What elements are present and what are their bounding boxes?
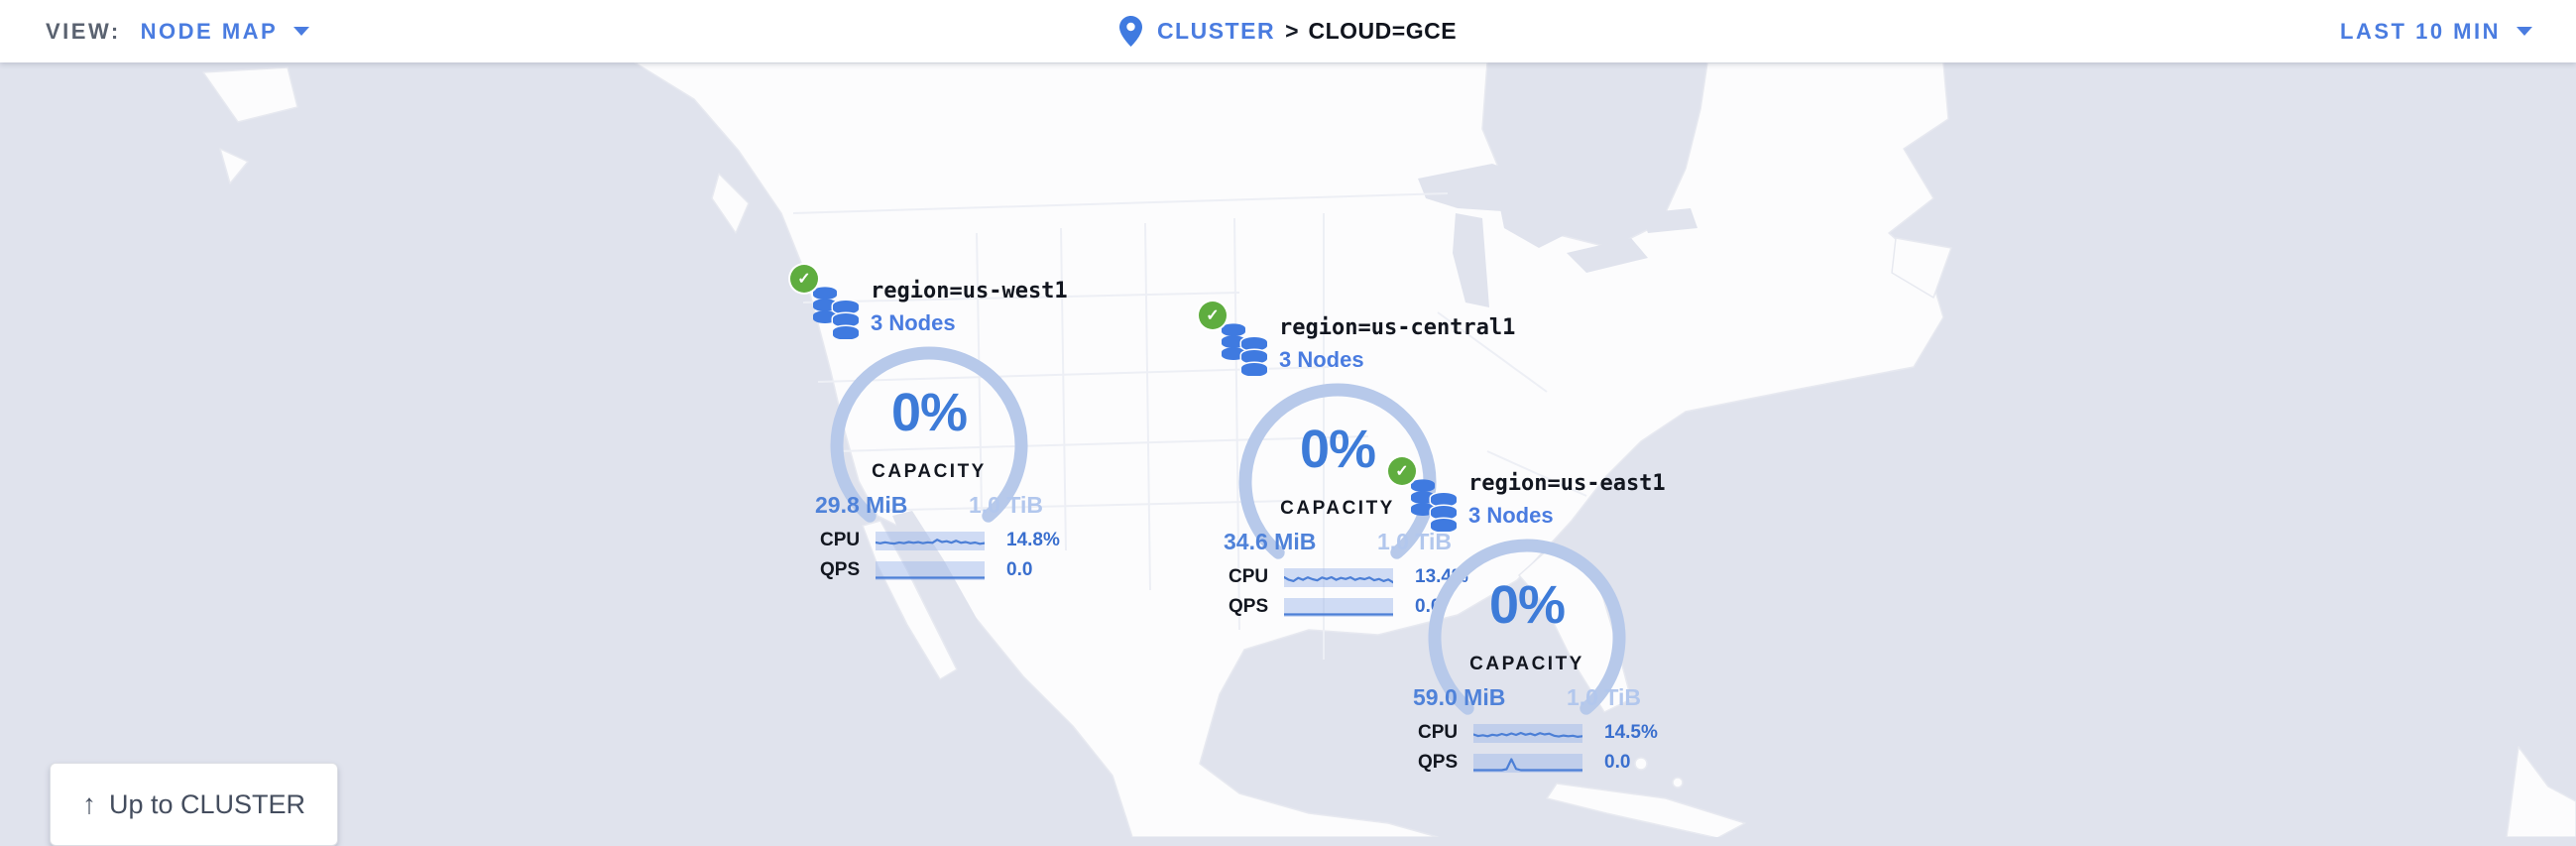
region-name: region=us-west1 xyxy=(871,279,1068,303)
capacity-percent: 0% xyxy=(1488,575,1566,635)
nodes-database-icon xyxy=(813,287,861,339)
region-labels: region=us-central1 3 Nodes xyxy=(1279,315,1515,373)
time-range-dropdown[interactable]: LAST 10 MIN xyxy=(2340,0,2532,62)
breadcrumb-cluster-link[interactable]: CLUSTER xyxy=(1156,18,1276,44)
location-pin-icon xyxy=(1118,16,1142,47)
cpu-label: CPU xyxy=(1229,566,1269,587)
capacity-gauge: 0% CAPACITY xyxy=(1428,539,1626,737)
capacity-arc xyxy=(830,346,1028,523)
capacity-total: 1.0 TiB xyxy=(1377,529,1452,554)
cpu-value: 14.8% xyxy=(1006,530,1060,550)
cpu-label: CPU xyxy=(820,530,861,550)
top-toolbar: VIEW: NODE MAP CLUSTER > CLOUD=GCE LAST … xyxy=(0,0,2576,62)
capacity-range: 59.0 MiB 1.0 TiB xyxy=(1413,684,1641,711)
capacity-label: CAPACITY xyxy=(872,461,987,482)
region-node-count[interactable]: 3 Nodes xyxy=(1279,347,1364,372)
qps-value: 0.0 xyxy=(1604,752,1631,773)
cpu-label: CPU xyxy=(1418,722,1459,743)
region-node-count[interactable]: 3 Nodes xyxy=(871,310,956,335)
capacity-used: 34.6 MiB xyxy=(1224,529,1317,554)
region-marker-us-west1[interactable]: ✓ region=us-west1 3 Nodes 0% CAPACITY xyxy=(790,265,1117,607)
qps-sparkline xyxy=(1473,753,1582,773)
qps-label: QPS xyxy=(1418,752,1459,773)
capacity-range: 29.8 MiB 1.0 TiB xyxy=(815,492,1043,519)
nodes-database-icon xyxy=(1411,479,1459,532)
qps-label: QPS xyxy=(1229,596,1269,617)
qps-sparkline xyxy=(1284,597,1393,617)
nodes-database-icon xyxy=(1222,323,1269,376)
view-label: VIEW: xyxy=(46,18,121,44)
qps-stat-row: QPS 0.0 xyxy=(1418,752,1631,773)
healthy-check-icon: ✓ xyxy=(1388,457,1416,485)
qps-label: QPS xyxy=(820,559,861,580)
region-name: region=us-east1 xyxy=(1468,471,1666,496)
cpu-stat-row: CPU 14.5% xyxy=(1418,722,1658,743)
north-america-map xyxy=(0,62,2576,837)
capacity-total: 1.0 TiB xyxy=(969,492,1043,518)
breadcrumb-current-locality: CLOUD=GCE xyxy=(1308,18,1458,44)
region-labels: region=us-east1 3 Nodes xyxy=(1468,471,1666,529)
cpu-sparkline xyxy=(876,531,985,550)
arrow-up-icon: ↑ xyxy=(81,788,96,819)
node-map-canvas: ✓ region=us-west1 3 Nodes 0% CAPACITY xyxy=(0,62,2576,846)
healthy-check-icon: ✓ xyxy=(1199,302,1227,329)
healthy-check-icon: ✓ xyxy=(790,265,818,293)
cpu-sparkline xyxy=(1473,723,1582,743)
capacity-label: CAPACITY xyxy=(1280,498,1395,519)
capacity-range: 34.6 MiB 1.0 TiB xyxy=(1224,529,1452,555)
view-selector-group: VIEW: NODE MAP xyxy=(46,0,310,62)
up-to-cluster-button[interactable]: ↑ Up to CLUSTER xyxy=(50,763,338,846)
time-range-value: LAST 10 MIN xyxy=(2340,18,2501,44)
region-marker-us-east1[interactable]: ✓ region=us-east1 3 Nodes 0% CAPACITY xyxy=(1388,457,1715,799)
qps-sparkline xyxy=(876,560,985,580)
capacity-total: 1.0 TiB xyxy=(1567,684,1641,710)
region-node-count[interactable]: 3 Nodes xyxy=(1468,503,1554,528)
cpu-stat-row: CPU 14.8% xyxy=(820,530,1060,550)
capacity-label: CAPACITY xyxy=(1469,654,1584,674)
capacity-used: 59.0 MiB xyxy=(1413,684,1506,710)
capacity-gauge: 0% CAPACITY xyxy=(830,346,1028,544)
chevron-down-icon xyxy=(293,27,310,36)
qps-value: 0.0 xyxy=(1006,559,1033,580)
capacity-percent: 0% xyxy=(890,383,968,442)
capacity-percent: 0% xyxy=(1299,420,1376,479)
view-dropdown-value: NODE MAP xyxy=(140,18,279,44)
capacity-used: 29.8 MiB xyxy=(815,492,908,518)
cpu-value: 14.5% xyxy=(1604,722,1658,743)
chevron-down-icon xyxy=(2517,27,2532,36)
capacity-arc xyxy=(1428,539,1626,715)
breadcrumb: CLUSTER > CLOUD=GCE xyxy=(0,0,2576,62)
cpu-sparkline xyxy=(1284,567,1393,587)
qps-stat-row: QPS 0.0 xyxy=(820,559,1033,580)
region-labels: region=us-west1 3 Nodes xyxy=(871,279,1068,336)
region-name: region=us-central1 xyxy=(1279,315,1516,340)
view-dropdown[interactable]: NODE MAP xyxy=(141,19,310,45)
up-to-cluster-label: Up to CLUSTER xyxy=(108,788,306,819)
breadcrumb-separator: > xyxy=(1285,18,1299,44)
